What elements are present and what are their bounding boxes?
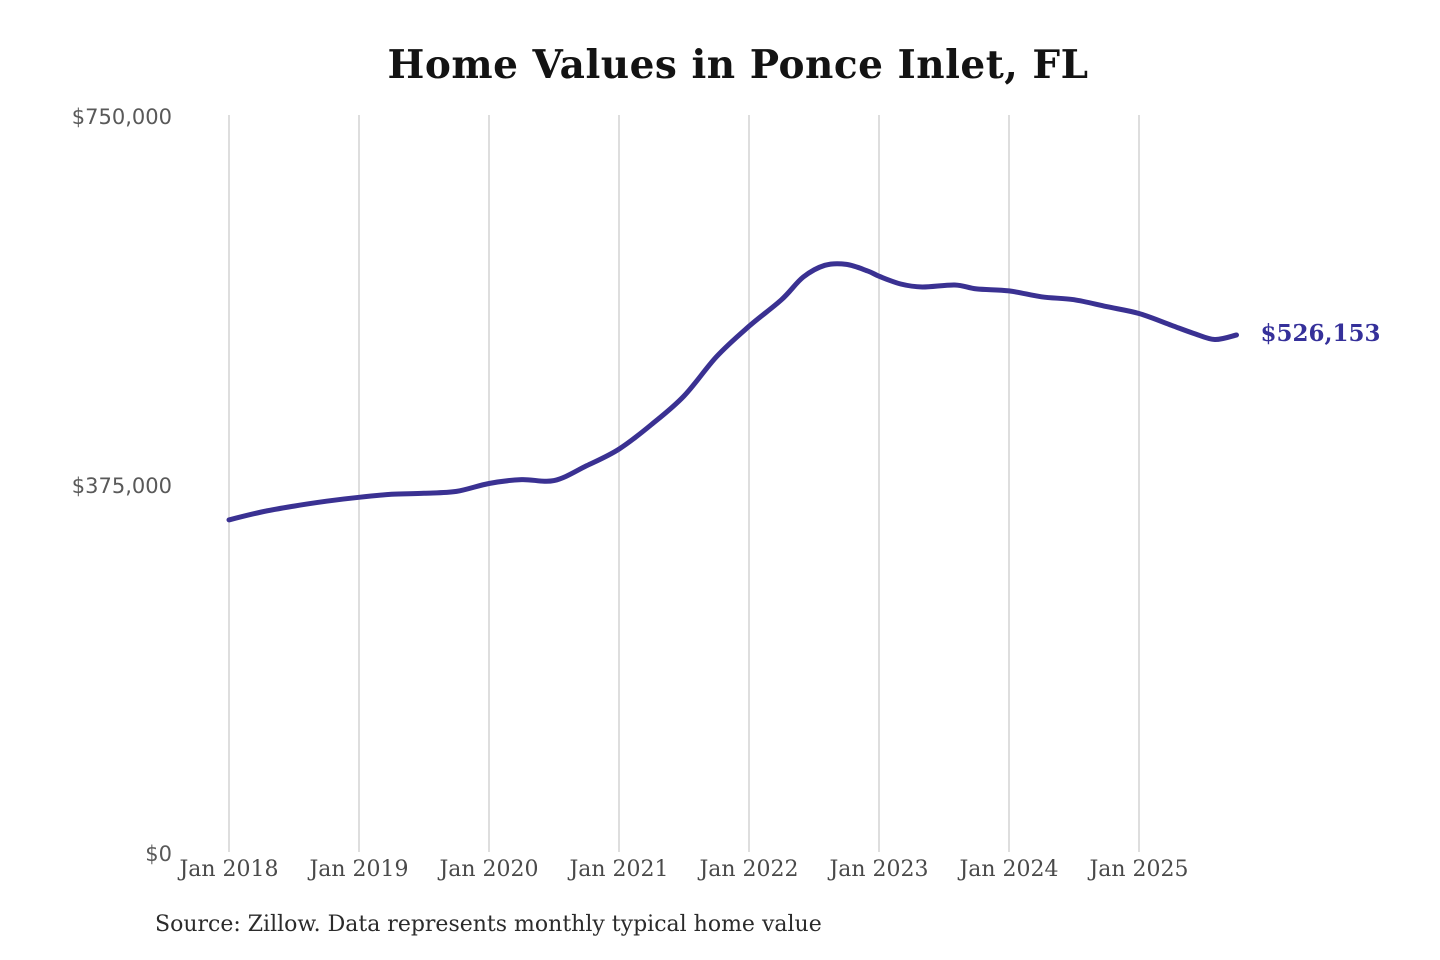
x-tick-label: Jan 2025: [1089, 857, 1189, 882]
x-tick-label: Jan 2021: [569, 857, 669, 882]
x-tick-label: Jan 2022: [699, 857, 799, 882]
x-tick-label: Jan 2019: [309, 857, 409, 882]
x-tick-label: Jan 2024: [959, 857, 1059, 882]
x-tick-label: Jan 2023: [829, 857, 929, 882]
y-tick-label: $0: [145, 842, 172, 866]
x-tick-label: Jan 2020: [439, 857, 539, 882]
x-tick-label: Jan 2018: [179, 857, 279, 882]
home-value-line: [226, 261, 1239, 523]
y-tick-label: $750,000: [71, 105, 172, 129]
chart-title: Home Values in Ponce Inlet, FL: [387, 42, 1089, 88]
y-tick-label: $375,000: [71, 473, 172, 498]
year-gridlines: [228, 115, 1140, 852]
source-note: Source: Zillow. Data represents monthly …: [155, 912, 822, 937]
latest-value-label: $526,153: [1260, 319, 1381, 347]
